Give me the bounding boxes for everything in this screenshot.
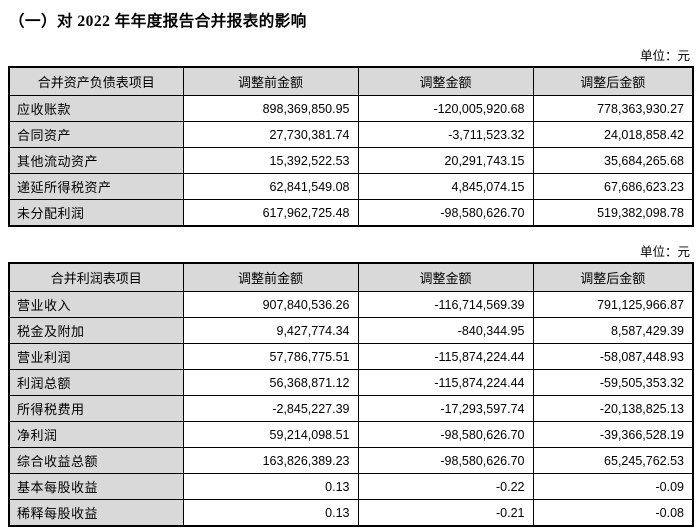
amount-cell: 778,363,930.27 [532,95,694,122]
row-label: 净利润 [8,421,184,448]
amount-cell: -0.09 [532,473,694,500]
amount-cell: -2,845,227.39 [182,395,359,422]
column-header: 调整金额 [357,66,534,96]
row-label: 所得税费用 [8,395,184,422]
table-row: 应收账款 898,369,850.95 -120,005,920.68 778,363… [8,95,694,122]
table-row: 未分配利润 617,962,725.48 -98,580,626.70 519,382… [8,199,694,227]
amount-cell: -115,874,224.44 [357,343,534,370]
amount-cell: 15,392,522.53 [182,147,359,174]
amount-cell: 59,214,098.51 [182,421,359,448]
income-statement-adjustment-table: 合并利润表项目 调整前金额 调整金额 调整后金额 营业收入 907,840,536.26… [8,262,694,527]
row-label: 基本每股收益 [8,473,184,500]
header-row: 合并资产负债表项目 调整前金额 调整金额 调整后金额 [8,66,694,96]
table-row: 稀释每股收益 0.13 -0.21 -0.08 [8,499,694,527]
column-header: 调整前金额 [182,66,359,96]
amount-cell: -98,580,626.70 [357,421,534,448]
table-row: 基本每股收益 0.13 -0.22 -0.09 [8,473,694,500]
unit-label: 单位：元 [639,49,690,63]
row-label: 税金及附加 [8,317,184,344]
amount-cell: 56,368,871.12 [182,369,359,396]
column-header: 调整前金额 [182,262,359,292]
amount-cell: -39,366,528.19 [532,421,694,448]
amount-cell: 9,427,774.34 [182,317,359,344]
row-label: 营业收入 [8,291,184,318]
row-label: 利润总额 [8,369,184,396]
table-row: 递延所得税资产 62,841,549.08 4,845,074.15 67,686,6… [8,173,694,200]
row-label: 综合收益总额 [8,447,184,474]
amount-cell: -17,293,597.74 [357,395,534,422]
amount-cell: 67,686,623.23 [532,173,694,200]
table-row: 合同资产 27,730,381.74 -3,711,523.32 24,018,858… [8,121,694,148]
column-header: 合并利润表项目 [8,262,184,292]
table-row: 净利润 59,214,098.51 -98,580,626.70 -39,366,52… [8,421,694,448]
table-row: 利润总额 56,368,871.12 -115,874,224.44 -59,505,… [8,369,694,396]
table-row: 其他流动资产 15,392,522.53 20,291,743.15 35,684,2… [8,147,694,174]
row-label: 应收账款 [8,95,184,122]
amount-cell: -20,138,825.13 [532,395,694,422]
table-row: 综合收益总额 163,826,389.23 -98,580,626.70 65,245… [8,447,694,474]
column-header: 调整金额 [357,262,534,292]
column-header: 调整后金额 [532,66,694,96]
row-label: 其他流动资产 [8,147,184,174]
amount-cell: -59,505,353.32 [532,369,694,396]
amount-cell: -0.21 [357,499,534,527]
row-label: 合同资产 [8,121,184,148]
column-header: 合并资产负债表项目 [8,66,184,96]
table-row: 所得税费用 -2,845,227.39 -17,293,597.74 -20,138,… [8,395,694,422]
amount-cell: 65,245,762.53 [532,447,694,474]
amount-cell: -115,874,224.44 [357,369,534,396]
table-row: 营业利润 57,786,775.51 -115,874,224.44 -58,087,… [8,343,694,370]
amount-cell: 163,826,389.23 [182,447,359,474]
row-label: 稀释每股收益 [8,499,184,527]
header-row: 合并利润表项目 调整前金额 调整金额 调整后金额 [8,262,694,292]
amount-cell: -0.08 [532,499,694,527]
amount-cell: -0.22 [357,473,534,500]
amount-cell: 617,962,725.48 [182,199,359,227]
row-label: 营业利润 [8,343,184,370]
amount-cell: 0.13 [182,473,359,500]
amount-cell: 27,730,381.74 [182,121,359,148]
amount-cell: 907,840,536.26 [182,291,359,318]
amount-cell: -98,580,626.70 [357,199,534,227]
column-header: 调整后金额 [532,262,694,292]
amount-cell: 35,684,265.68 [532,147,694,174]
amount-cell: 20,291,743.15 [357,147,534,174]
row-label: 未分配利润 [8,199,184,227]
amount-cell: -120,005,920.68 [357,95,534,122]
amount-cell: 62,841,549.08 [182,173,359,200]
balance-sheet-adjustment-table: 合并资产负债表项目 调整前金额 调整金额 调整后金额 应收账款 898,369,850.… [8,66,694,227]
table-row: 税金及附加 9,427,774.34 -840,344.95 8,587,429.39 [8,317,694,344]
row-label: 递延所得税资产 [8,173,184,200]
amount-cell: -98,580,626.70 [357,447,534,474]
amount-cell: 791,125,966.87 [532,291,694,318]
amount-cell: -840,344.95 [357,317,534,344]
amount-cell: 519,382,098.78 [532,199,694,227]
amount-cell: 898,369,850.95 [182,95,359,122]
unit-label: 单位：元 [639,245,690,259]
amount-cell: 0.13 [182,499,359,527]
amount-cell: -116,714,569.39 [357,291,534,318]
amount-cell: -3,711,523.32 [357,121,534,148]
page-title: （一）对 2022 年年度报告合并报表的影响 [9,13,307,30]
table-row: 营业收入 907,840,536.26 -116,714,569.39 791,125… [8,291,694,318]
amount-cell: 4,845,074.15 [357,173,534,200]
amount-cell: 8,587,429.39 [532,317,694,344]
amount-cell: 57,786,775.51 [182,343,359,370]
amount-cell: 24,018,858.42 [532,121,694,148]
amount-cell: -58,087,448.93 [532,343,694,370]
